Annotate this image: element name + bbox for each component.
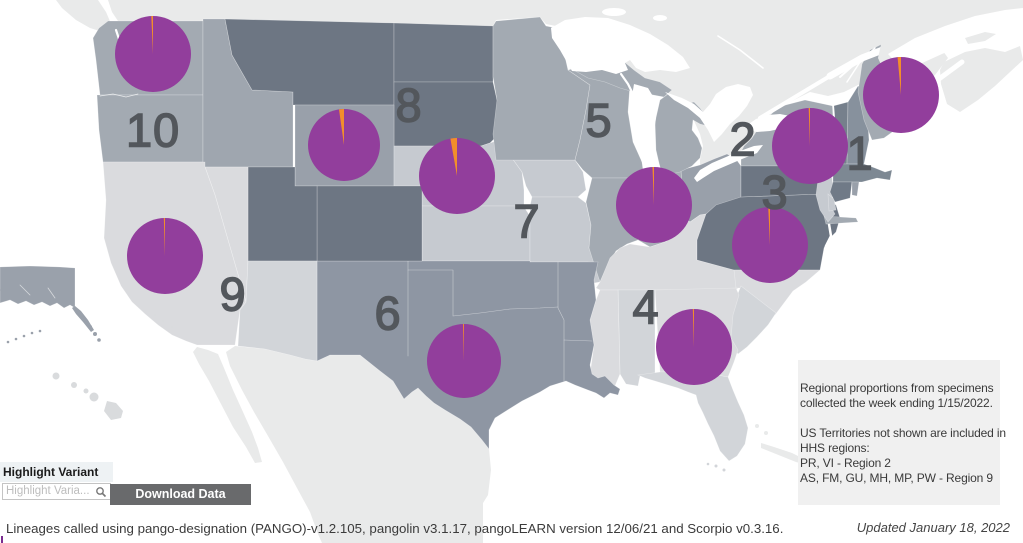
svg-text:7: 7 <box>514 195 541 248</box>
svg-text:3: 3 <box>762 166 789 219</box>
svg-text:1: 1 <box>847 127 874 180</box>
svg-text:10: 10 <box>126 104 180 157</box>
svg-text:8: 8 <box>396 79 423 132</box>
svg-text:4: 4 <box>633 281 660 334</box>
svg-text:2: 2 <box>730 113 757 166</box>
svg-text:9: 9 <box>220 268 247 321</box>
svg-text:6: 6 <box>375 287 402 340</box>
svg-text:5: 5 <box>586 94 613 147</box>
